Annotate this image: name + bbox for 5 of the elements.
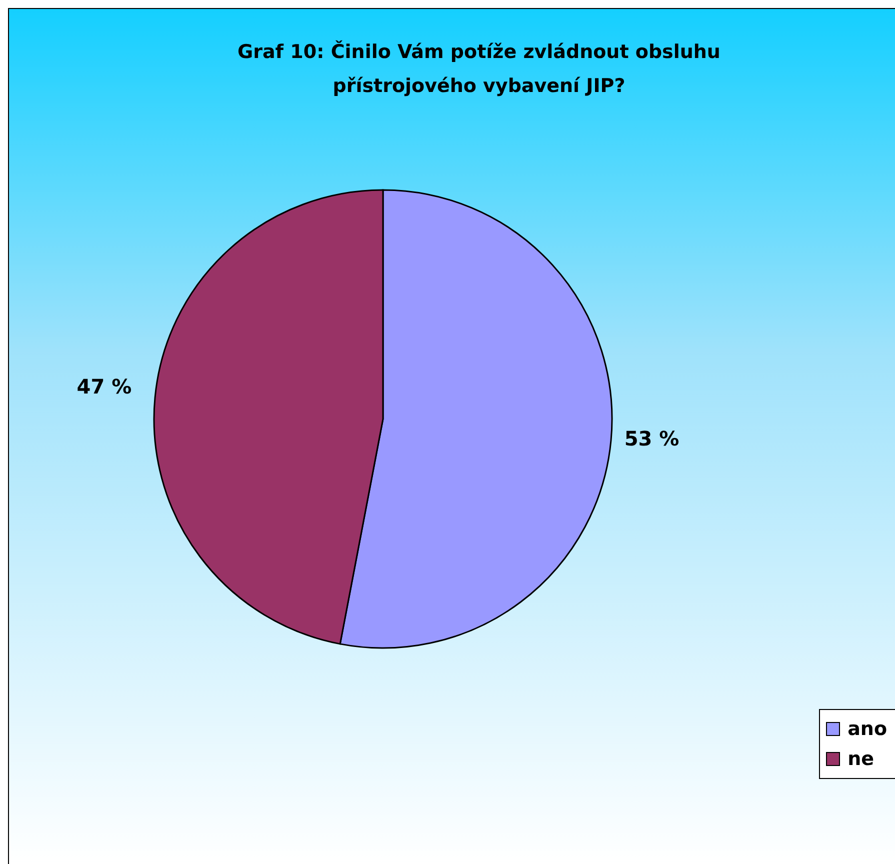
data-label: 47 % [76,374,132,399]
legend-label: ano [848,718,887,740]
data-label: 53 % [624,426,680,450]
chart-title: Graf 10: Činilo Vám potíže zvládnout obsluhu přístrojového vybavení JIP? [236,39,722,99]
legend-label: ne [848,748,874,770]
